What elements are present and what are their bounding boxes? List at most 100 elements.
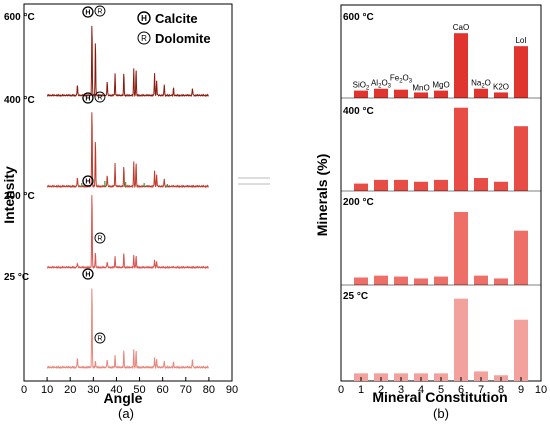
mineral-category-label: Al2O3 [371,79,392,90]
xrd-x-tick-label: 20 [64,384,76,396]
mineral-bar [514,46,528,98]
minerals-x-tick-label: 4 [418,384,424,396]
xrd-y-axis-title: Intensity [1,166,17,224]
xrd-plot-frame [23,3,233,382]
svg-text:R: R [141,34,147,43]
minerals-x-axis-title: Mineral Constitution [372,389,507,405]
mineral-bar [494,181,508,191]
xrd-x-axis-title: Angle [104,390,143,406]
panel-b-caption: (b) [433,406,449,421]
dolomite-marker: R [94,232,106,244]
xrd-temperature-label: 200 °C [4,191,35,202]
mineral-bar [414,278,428,285]
minerals-series-group [354,211,528,285]
xrd-legend: H Calcite R Dolomite [137,11,211,46]
mineral-category-label: Fe2O3 [390,74,413,85]
mineral-bar [474,88,488,98]
svg-text:R: R [97,236,102,243]
mineral-bar [474,178,488,191]
xrd-x-tick-label: 50 [133,384,145,396]
minerals-temperature-label: 200 °C [343,197,374,208]
svg-text:R: R [97,336,102,343]
minerals-temperature-label: 600 °C [343,12,374,23]
mineral-bar [394,179,408,191]
mineral-category-label: MgO [432,81,449,90]
mineral-bar [494,278,508,285]
minerals-x-tick-label: 0 [338,384,344,396]
minerals-x-tick-label: 5 [438,384,444,396]
mineral-bar [354,277,368,285]
mineral-bar [434,276,448,285]
mineral-bar [434,90,448,98]
xrd-x-tick-label: 70 [180,384,192,396]
mineral-bar [454,107,468,191]
mineral-category-label: MnO [412,83,429,92]
minerals-x-tick-label: 7 [478,384,484,396]
xrd-x-ticks: 0 10 20 30 40 50 60 70 80 90 [21,377,238,396]
svg-text:H: H [85,10,90,17]
dolomite-marker: R [94,91,106,103]
mineral-category-label: LoI [515,36,526,45]
xrd-trace-line [46,195,209,270]
xrd-x-tick-label: 40 [110,384,122,396]
minerals-temperature-label: 400 °C [343,106,374,117]
minerals-series-group [354,107,528,191]
xrd-temperature-label: 25 °C [4,272,29,283]
svg-text:R: R [97,9,102,16]
xrd-x-tick-label: 80 [203,384,215,396]
panel-a-caption: (a) [118,406,134,421]
mineral-bar [354,90,368,98]
xrd-temperature-labels: 600 °C 400 °C 200 °C 25 °C [4,12,35,283]
dolomite-marker: R [94,332,106,344]
calcite-marker: H [82,6,94,18]
mineral-bar [454,33,468,98]
minerals-x-tick-label: 6 [458,384,464,396]
minerals-panel: 600 °C 400 °C 200 °C 25 °C 0 1 2 3 4 5 6 7 8 9 10 SiO… [314,4,547,421]
svg-text:H: H [141,14,147,23]
mineral-bar [414,92,428,98]
mineral-bar [454,211,468,285]
minerals-x-tick-label: 10 [535,384,547,396]
mineral-bar [454,298,468,381]
mineral-bar [394,276,408,285]
minerals-series-group [354,298,528,381]
mineral-category-label: K2O [493,82,509,91]
mineral-bar [354,183,368,191]
mineral-bar [514,126,528,191]
minerals-temperature-label: 25 °C [343,291,368,302]
svg-text:H: H [85,272,90,279]
xrd-x-tick-label: 10 [41,384,53,396]
minerals-x-tick-label: 3 [398,384,404,396]
minerals-series-group [354,33,528,98]
mineral-category-label: Na2O [471,79,491,90]
minerals-y-axis-title: Minerals (%) [314,154,330,236]
minerals-x-tick-label: 1 [358,384,364,396]
minerals-x-tick-label: 8 [498,384,504,396]
mineral-category-label: CaO [453,23,469,32]
minerals-x-tick-label: 2 [378,384,384,396]
legend-calcite-symbol: H [137,11,151,25]
mineral-category-label: SiO2 [353,81,370,92]
calcite-marker: H [82,268,94,280]
mineral-bar [494,92,508,98]
mineral-bar [374,179,388,191]
panel-connector-arrow [238,177,270,185]
xrd-x-tick-label: 30 [87,384,99,396]
xrd-x-tick-label: 90 [226,384,238,396]
calcite-marker: H [82,92,94,104]
xrd-traces [46,25,209,370]
mineral-bar [514,230,528,285]
dolomite-marker: R [94,5,106,17]
legend-dolomite-label: Dolomite [155,31,211,46]
xrd-x-tick-label: 60 [157,384,169,396]
svg-text:R: R [97,95,102,102]
mineral-bar [394,89,408,98]
xrd-temperature-label: 600 °C [4,12,35,23]
minerals-x-ticks: 0 1 2 3 4 5 6 7 8 9 10 [338,377,547,396]
xrd-trace-line [46,25,209,98]
mineral-bar [474,371,488,381]
xrd-x-tick-label: 0 [21,384,27,396]
